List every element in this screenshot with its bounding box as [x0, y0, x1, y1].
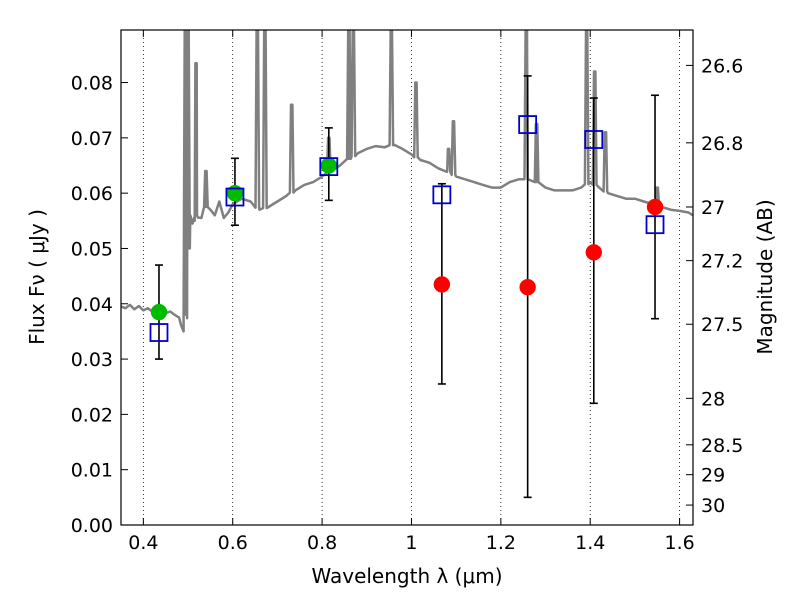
y-tick-label-0: 0.00	[71, 515, 113, 537]
model-spectrum-line	[121, 30, 693, 333]
y-tick-label-8: 0.08	[71, 73, 113, 95]
grid	[142, 30, 680, 525]
right-tick-label-2: 27	[701, 197, 725, 219]
model-photometry-square-4	[518, 115, 538, 134]
y-tick-label-7: 0.07	[71, 128, 113, 150]
green-point-1	[226, 184, 244, 202]
red-point-1	[519, 278, 536, 296]
right-tick-label-4: 27.5	[701, 314, 743, 336]
x-tick-label-0: 0.4	[128, 532, 158, 554]
x-tick-label-3: 1	[405, 532, 417, 554]
green-point-0	[150, 303, 168, 321]
x-tick-label-6: 1.6	[664, 532, 694, 554]
y-tick-label-3: 0.03	[71, 349, 113, 371]
right-tick-label-3: 27.2	[701, 251, 743, 273]
red-point-0	[433, 276, 451, 293]
marker-layer	[150, 157, 664, 321]
x-tick-label-2: 0.8	[307, 532, 337, 554]
right-tick-label-5: 28	[701, 388, 725, 410]
model-photometry-square-1	[225, 187, 245, 207]
right-tick-label-7: 29	[701, 465, 725, 487]
red-point-2	[585, 244, 603, 261]
model-photometry-square-6	[645, 215, 665, 235]
x-tick-label-4: 1.2	[486, 532, 516, 554]
right-tick-label-8: 30	[701, 495, 725, 517]
model-photometry-square-3	[432, 185, 452, 205]
model-photometry-square-0	[149, 323, 169, 342]
tick-layer: 0.4 0.6 0.8 1 1.2 1.4 1.6 0.00 0.01 0.02 0.03 0.04 0…	[71, 30, 743, 554]
right-tick-label-1: 26.8	[701, 133, 743, 155]
y-tick-label-5: 0.05	[71, 238, 113, 260]
x-axis-label: Wavelength λ (μm)	[311, 564, 502, 588]
right-tick-label-6: 28.5	[701, 435, 743, 457]
x-tick-label-5: 1.4	[575, 532, 605, 554]
model-photometry-square-5	[584, 130, 604, 149]
square-layer	[149, 115, 665, 342]
red-point-3	[646, 198, 664, 216]
plot-background	[121, 30, 693, 525]
y-axis-label-left: Flux Fν ( μJy )	[25, 209, 49, 345]
model-photometry-square-2	[319, 157, 339, 177]
y-tick-label-6: 0.06	[71, 183, 113, 205]
y-tick-label-2: 0.02	[71, 404, 113, 426]
y-tick-label-1: 0.01	[71, 460, 113, 482]
right-tick-label-0: 26.6	[701, 55, 743, 77]
y-axis-label-right: Magnitude (AB)	[753, 199, 777, 354]
plot-frame	[120, 29, 694, 526]
x-tick-label-1: 0.6	[218, 532, 248, 554]
green-point-2	[320, 157, 338, 174]
model-spectrum-layer	[121, 30, 693, 333]
y-tick-label-4: 0.04	[71, 294, 113, 316]
